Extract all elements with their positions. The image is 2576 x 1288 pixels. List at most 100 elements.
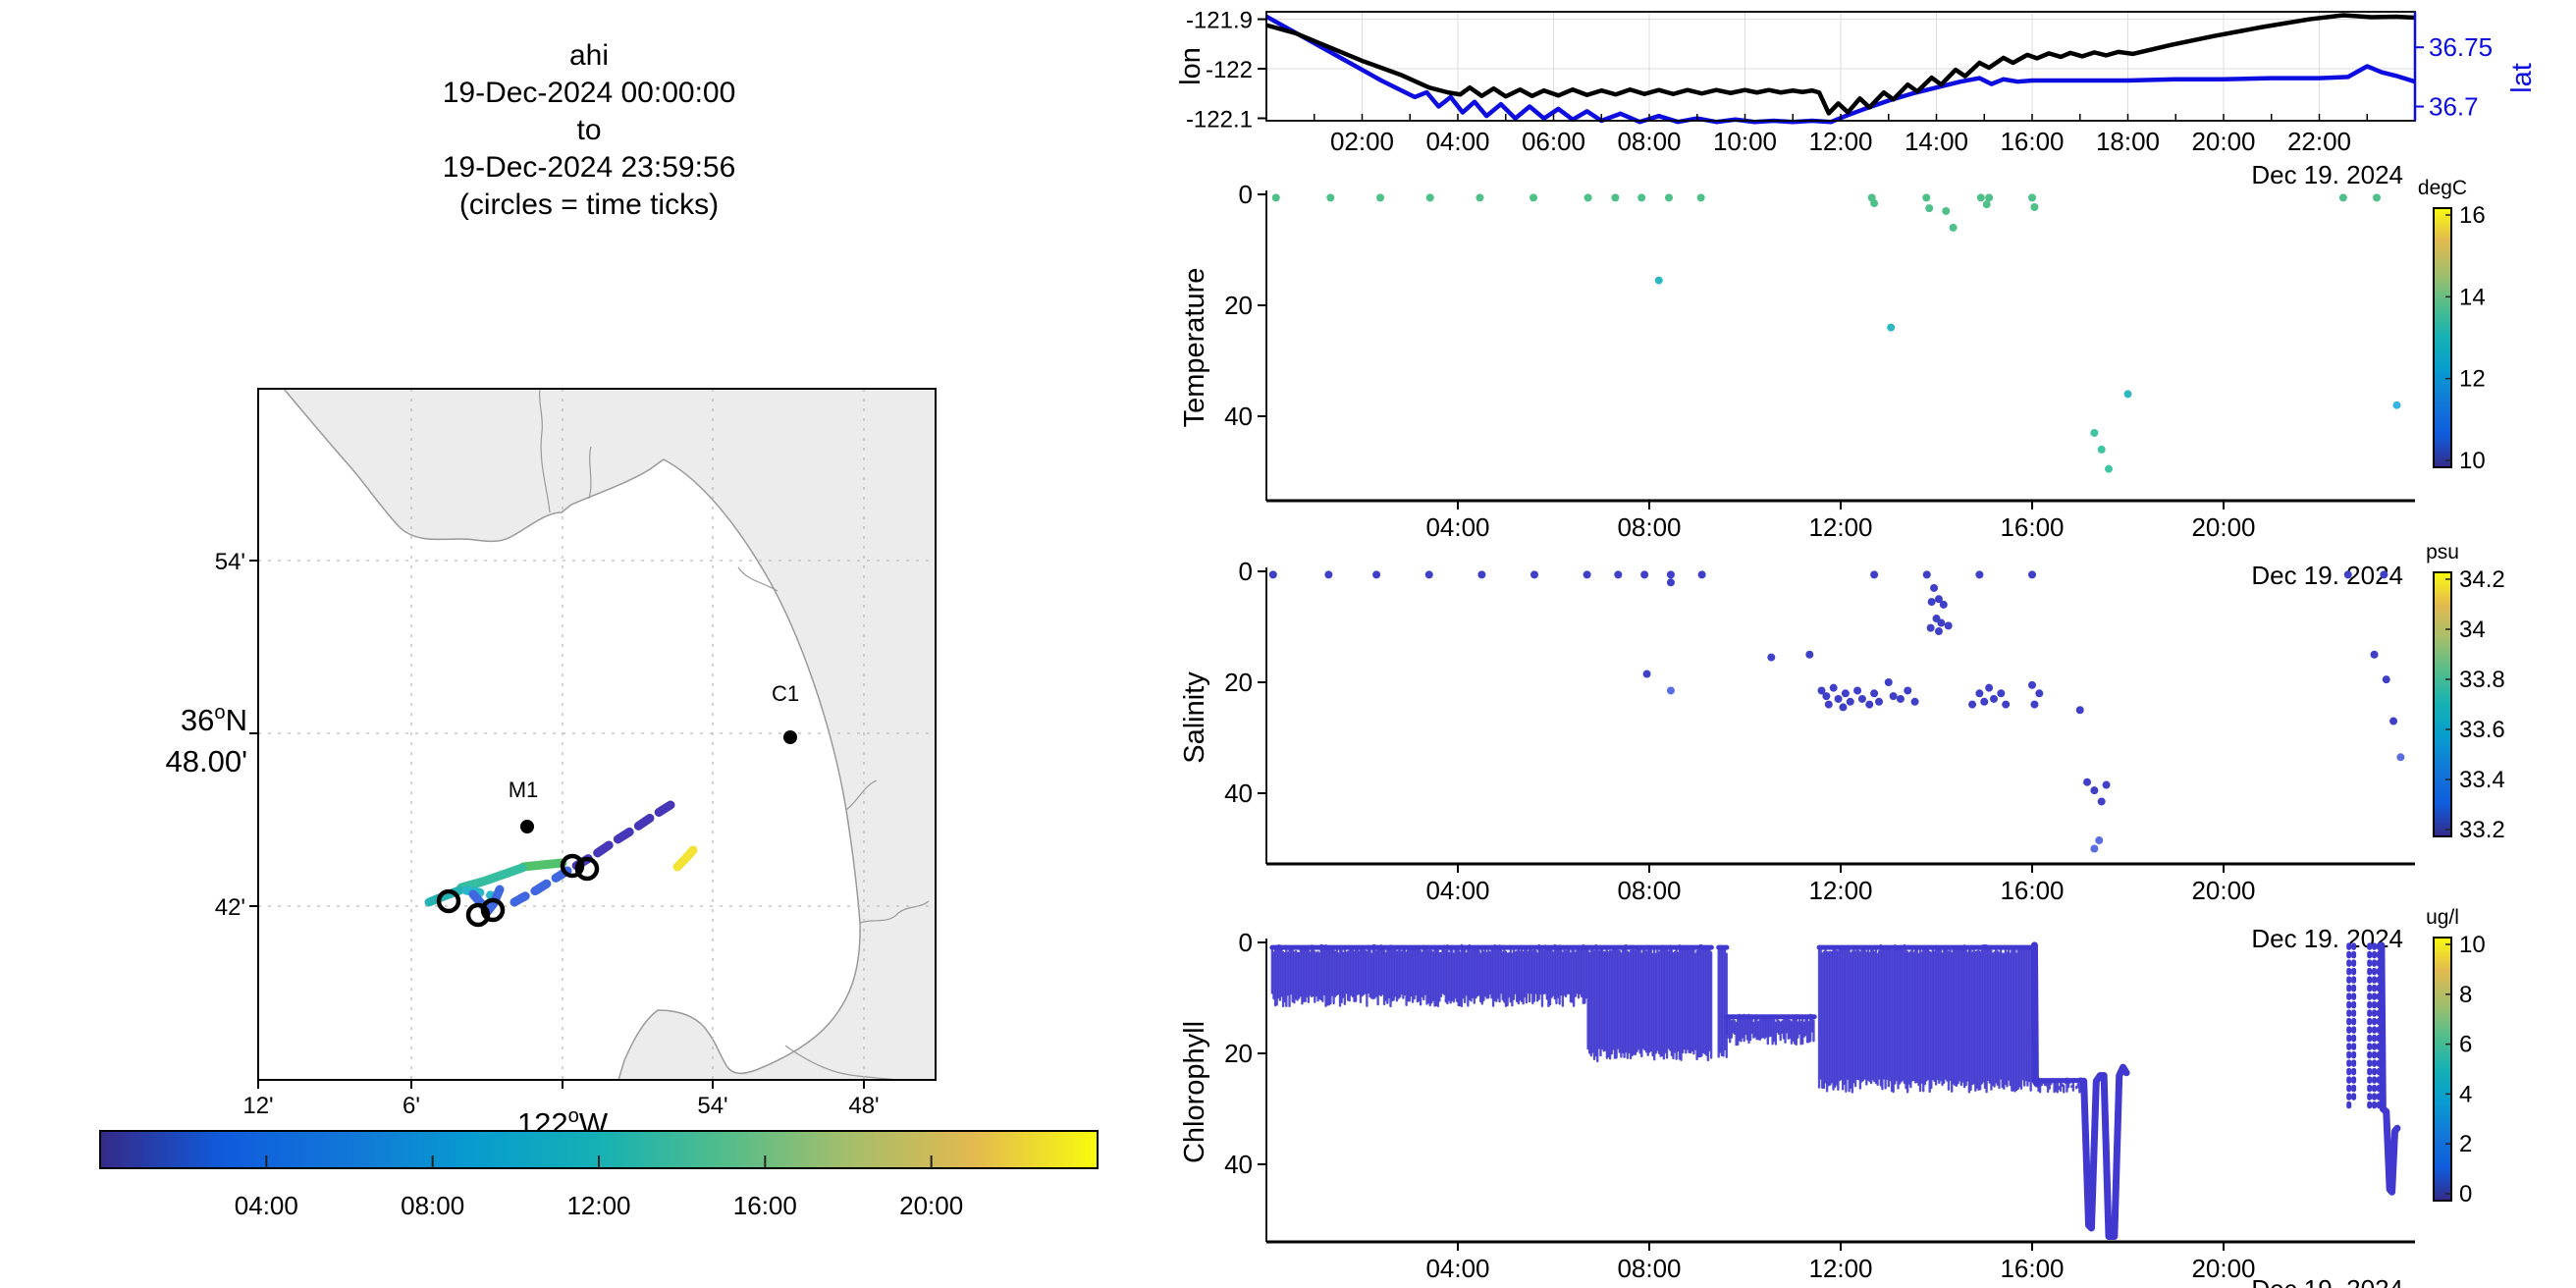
title-vehicle: ahi <box>568 39 610 72</box>
salinity-point <box>1910 697 1919 706</box>
temperature-point <box>2123 390 2132 399</box>
lon-ytick-label: -122 <box>1206 57 1253 83</box>
temperature-point <box>2105 464 2113 473</box>
salinity-point <box>1939 600 1948 609</box>
lonlat-xtick-label: 12:00 <box>1808 127 1872 156</box>
salinity-point <box>1922 570 1931 579</box>
salinity-point <box>1614 570 1623 579</box>
temperature-point <box>1922 193 1931 202</box>
time-tick-circle <box>560 853 585 879</box>
temperature-xtick-label: 12:00 <box>1808 512 1872 542</box>
salinity-axis-label: Salinity <box>1179 671 1210 764</box>
salinity-point <box>2083 778 2092 786</box>
salinity-point <box>1477 570 1486 579</box>
lonlat-xtick-label: 22:00 <box>2287 127 2351 156</box>
chlorophyll-xtick-label: 16:00 <box>2000 1254 2064 1283</box>
salinity-point <box>1937 618 1946 627</box>
title-to: to <box>576 114 602 146</box>
temperature-point <box>2392 401 2401 409</box>
temperature-xtick-label: 04:00 <box>1425 512 1489 542</box>
temperature-xtick-label: 08:00 <box>1617 512 1681 542</box>
lat-ytick-label: 36.7 <box>2429 92 2479 122</box>
lonlat-xtick-label: 04:00 <box>1425 127 1489 156</box>
salinity-point <box>2396 753 2405 762</box>
temperature-point <box>1696 193 1705 202</box>
chlorophyll-colorbar-tick-label: 0 <box>2459 1181 2472 1208</box>
track-segment <box>672 845 698 872</box>
temperature-point <box>1611 193 1620 202</box>
title-start-time: 19-Dec-2024 00:00:00 <box>442 77 736 109</box>
river-line <box>737 566 778 592</box>
salinity-point <box>1927 598 1936 607</box>
map-ytick-label-54: 54' <box>215 549 245 575</box>
title-end-time: 19-Dec-2024 23:59:56 <box>442 151 736 184</box>
salinity-point <box>1865 700 1874 709</box>
map-colorbar-tick-label: 20:00 <box>899 1191 963 1220</box>
temperature-point <box>1376 193 1385 202</box>
temperature-colorbar-title: degC <box>2418 177 2467 199</box>
salinity-point <box>1666 578 1675 587</box>
salinity-point <box>1884 678 1893 686</box>
lonlat-xtick-label: 06:00 <box>1522 127 1585 156</box>
river-line <box>784 1045 900 1080</box>
track-segment <box>456 863 527 892</box>
map-colorbar-tick-label: 12:00 <box>566 1191 630 1220</box>
salinity-point <box>1829 683 1838 692</box>
chl-dip-path <box>2030 941 2041 1088</box>
salinity-point <box>1817 686 1826 695</box>
salinity-point <box>2102 780 2111 789</box>
temperature-xtick-label: 20:00 <box>2191 512 2255 542</box>
time-tick-circle <box>574 856 600 882</box>
salinity-point <box>1834 694 1843 703</box>
salinity-point <box>2075 706 2084 715</box>
temperature-point <box>1326 193 1335 202</box>
track-segment <box>518 858 567 872</box>
map-ytick-label-42: 42' <box>215 894 245 921</box>
chlorophyll-colorbar-tick-label: 2 <box>2459 1131 2472 1157</box>
map-colorbar-tick-label: 16:00 <box>733 1191 797 1220</box>
river-line <box>845 779 878 811</box>
salinity-point <box>1846 697 1854 706</box>
chlorophyll-xtick-label: 04:00 <box>1425 1254 1489 1283</box>
map-colorbar-tick-label: 04:00 <box>235 1191 298 1220</box>
temperature-point <box>1925 204 1934 213</box>
track-segment <box>510 866 572 907</box>
salinity-point <box>2030 700 2039 709</box>
chl-dip-path <box>2378 941 2401 1196</box>
lat-axis-label: lat <box>2506 63 2538 93</box>
salinity-point <box>1767 653 1776 662</box>
chlorophyll-ytick-label: 20 <box>1224 1039 1253 1068</box>
temperature-point <box>2030 202 2039 211</box>
salinity-colorbar-tick-label: 34.2 <box>2459 566 2505 593</box>
salinity-xtick-label: 08:00 <box>1617 876 1681 905</box>
temperature-point <box>2373 193 2381 202</box>
salinity-point <box>1990 694 1998 703</box>
temperature-point <box>1887 323 1896 332</box>
salinity-xtick-label: 16:00 <box>2000 876 2064 905</box>
salinity-point <box>1875 697 1883 706</box>
salinity-point <box>1930 583 1939 592</box>
salinity-point <box>1968 700 1977 709</box>
figure-title: ahi 19-Dec-2024 00:00:00 to 19-Dec-2024 … <box>226 37 952 224</box>
chlorophyll-date-label: Dec 19. 2024 <box>2251 1274 2403 1288</box>
salinity-point <box>1642 670 1651 678</box>
time-tick-circle <box>436 888 461 914</box>
map-xtick-label-12: 12' <box>242 1093 273 1119</box>
chlorophyll-colorbar-tick-label: 4 <box>2459 1081 2472 1107</box>
lon-line <box>1265 13 2416 116</box>
salinity-ytick-label: 20 <box>1224 668 1253 697</box>
temperature-colorbar-tick-label: 12 <box>2459 366 2486 393</box>
temperature-point <box>1982 200 1991 209</box>
chlorophyll-ytick-label: 40 <box>1224 1150 1253 1179</box>
salinity-colorbar-tick-label: 33.8 <box>2459 667 2505 693</box>
map-ylabel-degrees: 36oN <box>181 702 247 737</box>
mooring-dot-c1 <box>783 730 797 744</box>
map-xtick-label-6: 6' <box>402 1093 420 1119</box>
chlorophyll-axis-label: Chlorophyll <box>1179 1021 1210 1163</box>
salinity-colorbar-tick-label: 33.6 <box>2459 717 2505 743</box>
salinity-point <box>1324 570 1333 579</box>
time-tick-circle <box>480 897 506 923</box>
temperature-point <box>1530 193 1538 202</box>
temperature-point <box>2338 193 2347 202</box>
